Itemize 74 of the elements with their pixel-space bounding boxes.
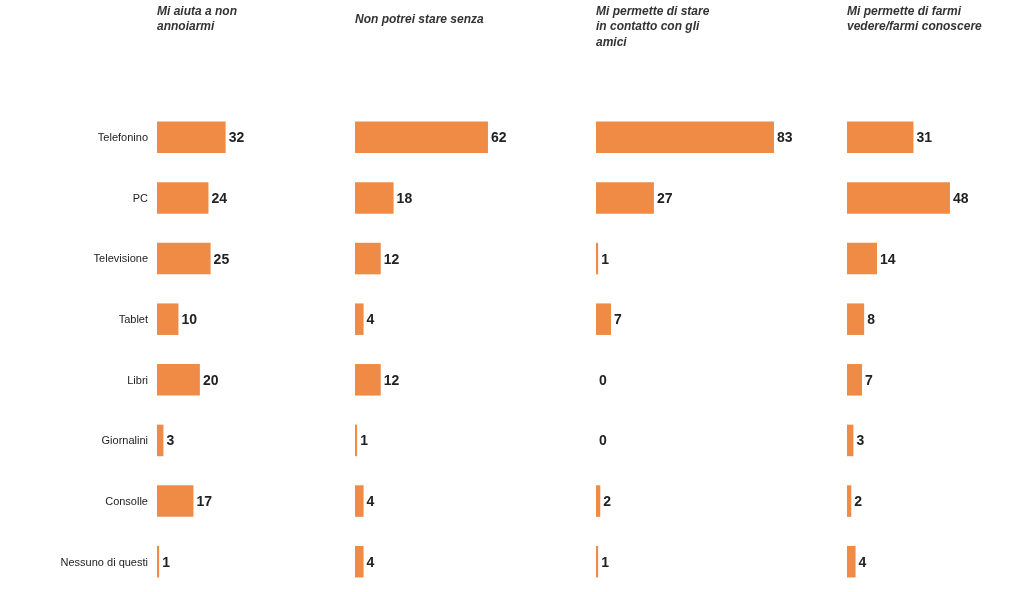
bar	[355, 424, 358, 457]
bar	[355, 242, 381, 275]
y-tick-label: Giornalini	[101, 434, 148, 447]
bar	[596, 485, 601, 517]
bar	[596, 242, 599, 275]
bar	[355, 485, 364, 517]
bar	[157, 303, 179, 335]
bar	[157, 545, 160, 578]
data-label: 14	[880, 250, 896, 267]
data-label: 0	[599, 432, 607, 449]
bar	[157, 242, 211, 275]
data-label: 12	[383, 371, 400, 388]
y-tick-label: Consolle	[105, 494, 148, 507]
data-label: 4	[366, 493, 375, 510]
data-label: 4	[366, 311, 375, 328]
data-label: 17	[196, 493, 213, 510]
data-label: 1	[360, 432, 369, 449]
bar	[847, 303, 865, 335]
data-label: 7	[614, 311, 623, 328]
data-label: 3	[166, 432, 175, 449]
y-tick-label: Telefonino	[97, 131, 148, 144]
bar	[157, 364, 200, 396]
chart-title: Mi permette di stare in contatto con gli amici	[596, 3, 710, 49]
data-label: 18	[396, 189, 413, 206]
data-label: 2	[603, 493, 612, 510]
data-label: 12	[383, 250, 400, 267]
bar	[157, 485, 194, 517]
bar	[847, 364, 863, 396]
chart-title: Non potrei stare senza	[355, 12, 485, 27]
data-label: 31	[916, 129, 933, 146]
bar	[847, 182, 950, 214]
bar	[355, 121, 488, 154]
bar	[847, 424, 854, 457]
data-label: 83	[777, 129, 793, 146]
data-label: 1	[162, 553, 171, 570]
y-tick-label: Tablet	[118, 313, 148, 326]
data-label: 2	[854, 493, 863, 510]
data-label: 4	[858, 553, 867, 570]
y-tick-label: Nessuno di questi	[60, 555, 148, 568]
bar	[847, 545, 856, 578]
bar	[847, 121, 914, 154]
data-label: 32	[228, 129, 245, 146]
data-label: 0	[599, 371, 607, 388]
data-label: 1	[601, 250, 610, 267]
chart-title: Mi aiuta a non annoiarmi	[157, 3, 238, 34]
bar	[596, 303, 612, 335]
data-label: 48	[952, 189, 969, 206]
data-label: 24	[211, 189, 228, 206]
bar	[596, 182, 654, 214]
chart-title: Mi permette di farmi vedere/farmi conoscere	[847, 3, 983, 34]
bar	[157, 424, 164, 457]
data-label: 27	[656, 189, 673, 206]
bar	[157, 121, 226, 154]
data-label: 3	[856, 432, 865, 449]
bar	[157, 182, 209, 214]
bar	[847, 485, 852, 517]
bar	[596, 545, 599, 578]
bar	[847, 242, 878, 275]
data-label: 8	[867, 311, 876, 328]
data-label: 1	[601, 553, 610, 570]
bar	[355, 303, 364, 335]
bar	[596, 121, 774, 154]
y-tick-label: PC	[132, 191, 149, 204]
bar	[355, 364, 381, 396]
data-label: 25	[213, 250, 230, 267]
data-label: 62	[490, 129, 507, 146]
y-tick-label: Televisione	[93, 252, 148, 265]
bar	[355, 182, 394, 214]
data-label: 7	[865, 371, 874, 388]
data-label: 20	[202, 371, 219, 388]
data-label: 10	[181, 311, 198, 328]
data-label: 4	[366, 553, 375, 570]
bar	[355, 545, 364, 578]
y-tick-label: Libri	[127, 373, 148, 386]
